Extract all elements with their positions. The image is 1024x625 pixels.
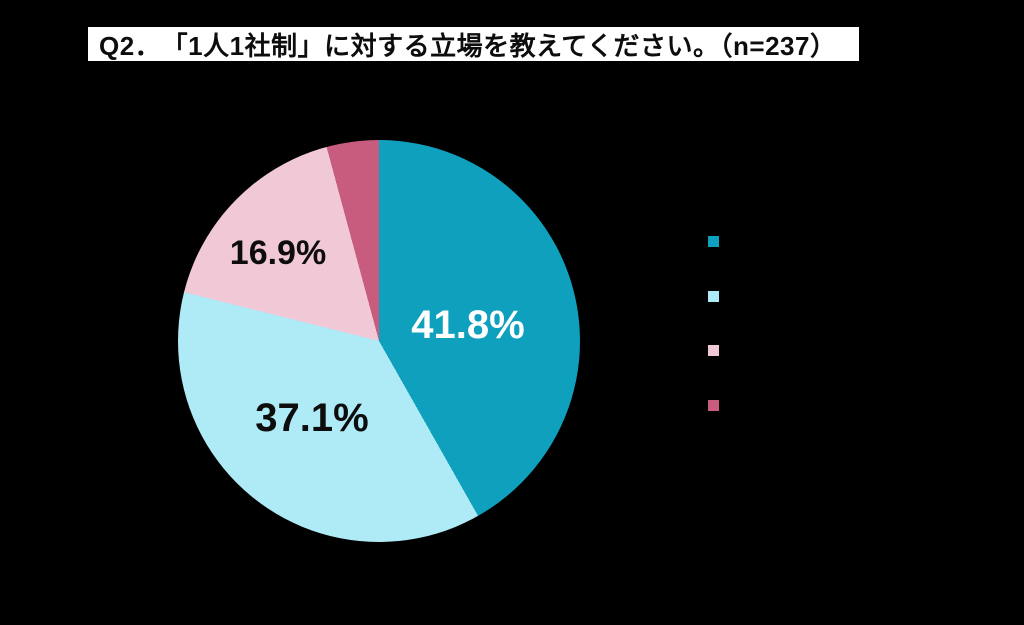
pie-slice-label-third: 16.9% (229, 234, 327, 272)
legend-swatch (708, 291, 719, 302)
chart-title-band: Q2． 「1人1社制」に対する立場を教えてください。（n=237） (88, 27, 859, 61)
pie-slice-label-largest: 41.8% (411, 303, 525, 347)
pie-chart (178, 140, 580, 542)
legend-swatch (708, 345, 719, 356)
pie-slice-label-second: 37.1% (255, 396, 369, 440)
legend (708, 236, 888, 416)
legend-swatch (708, 236, 719, 247)
chart-title: Q2． 「1人1社制」に対する立場を教えてください。（n=237） (99, 30, 837, 61)
legend-swatch (708, 400, 719, 411)
